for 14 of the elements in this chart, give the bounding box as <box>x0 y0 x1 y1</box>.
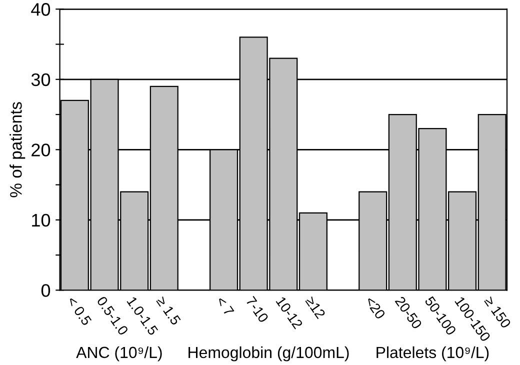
x-tick-label: ≥12 <box>305 296 326 320</box>
y-tick-label: 30 <box>31 73 50 86</box>
x-tick-label: ≥ 1.5 <box>156 296 182 326</box>
text: Hemoglobin (g/100mL) <box>188 346 349 362</box>
x-tick-label: < 7 <box>216 296 234 316</box>
text: Platelets (10⁹/L) <box>376 346 489 362</box>
y-axis-title: % of patients <box>10 102 26 198</box>
y-tick-label: 20 <box>32 144 50 156</box>
y-tick-label: 0 <box>41 284 50 297</box>
y-tick-label: 10 <box>32 214 50 227</box>
x-tick-label: <20 <box>364 296 386 320</box>
x-tick-label: < 0.5 <box>66 296 92 326</box>
text: ANC (10⁹/L) <box>76 346 162 362</box>
y-tick-label: 40 <box>31 3 50 16</box>
